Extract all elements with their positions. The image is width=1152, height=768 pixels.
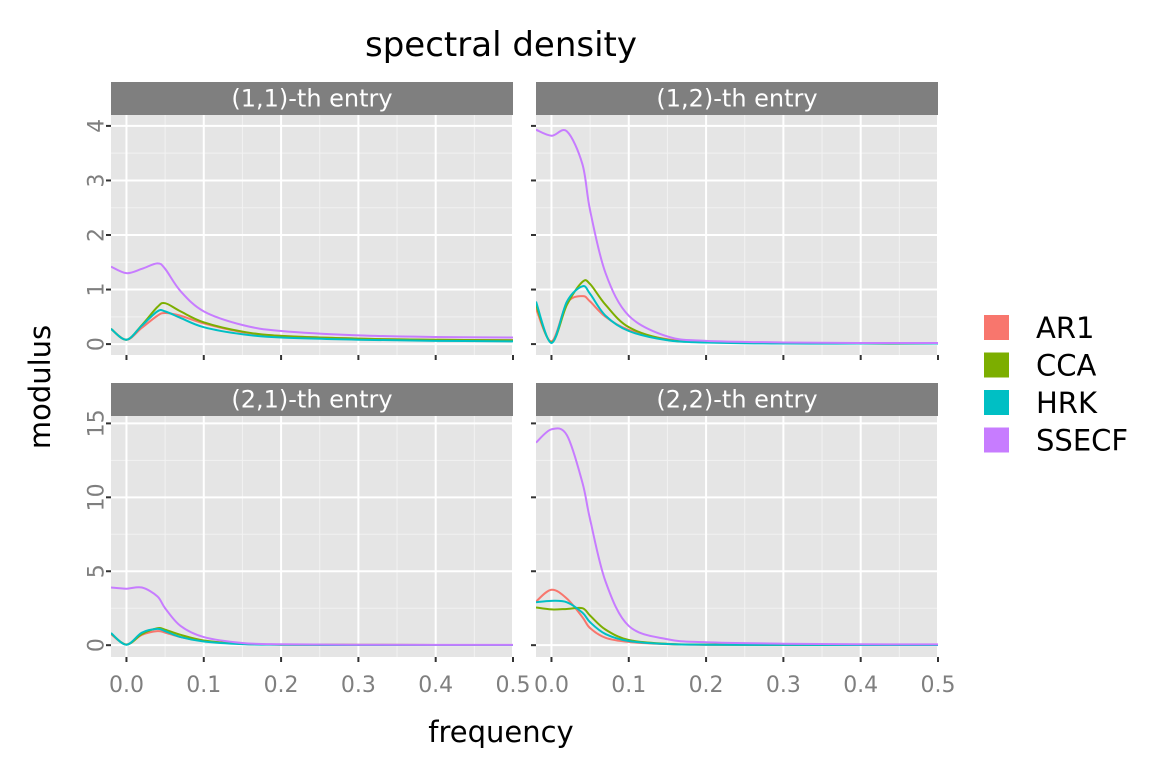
panel-3-y-tick-label: 10 [85,483,110,511]
panel-3: (2,1)-th entry 0 5 10 15 0.0 0.1 0.2 0.3 0.4 0.5 [85,383,531,698]
panel-2-strip [536,82,938,115]
panel-3-series [111,586,513,647]
panel-3-x-tick-label: 0.1 [186,673,221,698]
panel-3-strip [111,383,513,416]
legend-label-cca: CCA [1036,349,1096,383]
panel-4-strip [536,383,938,416]
legend-label-ssecf: SSECF [1036,424,1128,458]
panel-3-line-ssecf [111,586,513,646]
y-axis-title: modulus [23,325,57,449]
panel-4-line-hrk [536,599,938,647]
panel-1-y-tick-label: 1 [85,283,110,297]
panel-3-y-tick-label: 5 [85,564,110,578]
chart-title: spectral density [365,25,637,65]
panel-2-line-ssecf [536,128,938,345]
panel-2-series [536,128,938,345]
panel-4-strip-label: (2,2)-th entry [656,386,817,414]
legend-key-ar1 [984,315,1009,340]
panel-1-y-tick-label: 3 [85,173,110,187]
x-axis-title: frequency [428,715,573,749]
panel-1-strip-label: (1,1)-th entry [231,85,392,113]
panel-1-line-ssecf [111,262,513,339]
legend-key-cca [984,352,1009,378]
legend-label-hrk: HRK [1036,386,1098,420]
panel-4-x-tick-label: 0.2 [689,673,724,698]
panel-3-background [111,416,513,657]
panel-4-background [536,416,938,657]
panel-4: (2,2)-th entry 0.0 0.1 0.2 0.3 0.4 0.5 [531,383,956,698]
panel-4-x-tick-label: 0.5 [921,673,956,698]
panel-3-x-tick-label: 0.5 [496,673,531,698]
panel-2-line-hrk [536,285,938,345]
panel-3-y-tick-label: 0 [85,638,110,652]
panel-3-x-tick-label: 0.2 [264,673,299,698]
panel-3-y-tick-label: 15 [85,409,110,437]
panel-1: (1,1)-th entry 0 1 2 3 4 [85,82,514,360]
legend-key-hrk [984,390,1009,415]
panel-4-x-tick-label: 0.3 [766,673,801,698]
panel-1-line-hrk [111,309,513,343]
panel-2-strip-label: (1,2)-th entry [656,85,817,113]
panel-1-strip [111,82,513,115]
panel-4-line-ssecf [536,427,938,646]
legend-key-ssecf [984,427,1009,453]
panel-4-series [536,427,938,647]
panel-3-strip-label: (2,1)-th entry [231,386,392,414]
panel-1-y-tick-label: 4 [85,119,110,133]
panel-1-y-tick-label: 2 [85,228,110,242]
panel-3-x-tick-label: 0.3 [341,673,376,698]
legend-label-ar1: AR1 [1036,311,1094,345]
panel-4-x-tick-label: 0.0 [534,673,569,698]
panel-4-x-tick-label: 0.1 [611,673,646,698]
panel-4-x-tick-label: 0.4 [843,673,878,698]
panel-1-y-tick-label: 0 [85,337,110,351]
panel-2: (1,2)-th entry [531,82,939,360]
panel-3-x-tick-label: 0.4 [418,673,453,698]
facet-panels: (1,1)-th entry 0 1 2 3 4 (1,2)-th entry (2,1)-t… [85,82,956,698]
panel-1-series [111,262,513,343]
panel-3-x-tick-label: 0.0 [109,673,144,698]
